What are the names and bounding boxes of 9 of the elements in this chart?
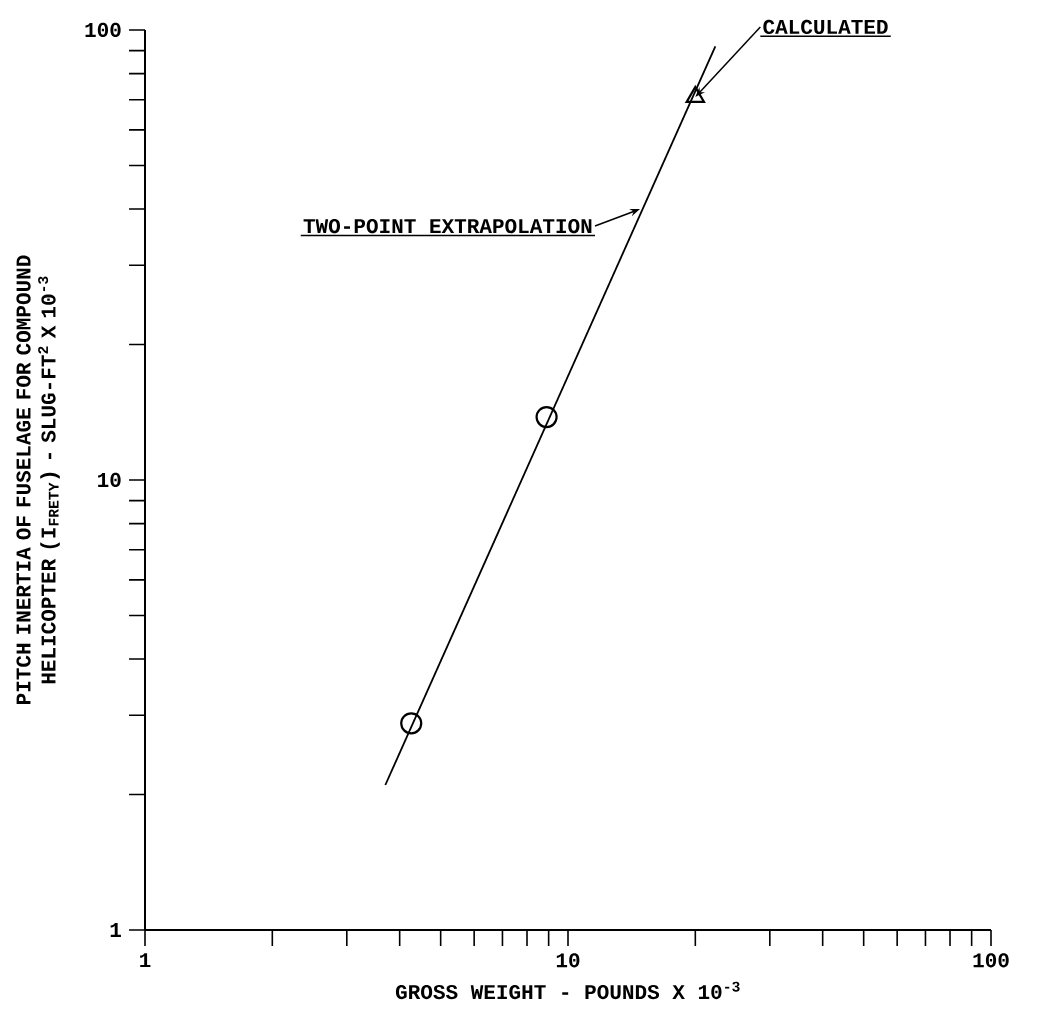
annotation: CALCULATED	[763, 19, 888, 35]
y-tick-label: 1	[110, 923, 121, 937]
y-tick-label: 100	[85, 22, 121, 38]
x-axis-title: GROSS WEIGHT - POUNDS X 10$^{-3}$	[395, 981, 740, 1000]
y-tick-label: 10	[98, 472, 121, 488]
x-tick-label: 1	[140, 953, 151, 968]
x-tick-label: 10	[556, 953, 580, 968]
annotation: TWO-POINT EXTRAPOLATION	[303, 218, 592, 234]
x-tick-label: 100	[973, 953, 1009, 968]
